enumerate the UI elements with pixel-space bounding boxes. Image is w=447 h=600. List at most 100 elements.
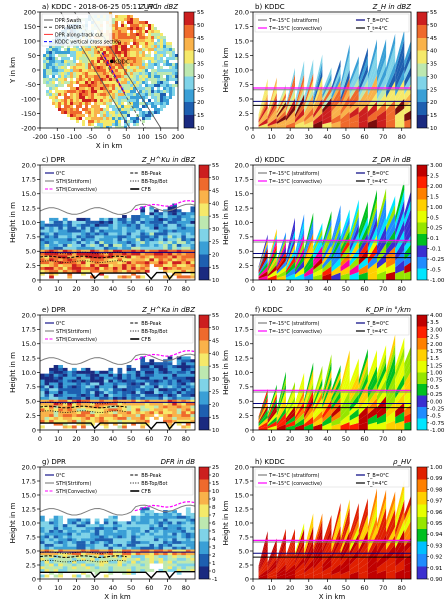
ppi-cell — [127, 63, 130, 66]
dpr-cell — [126, 557, 132, 561]
rhi-cell — [304, 59, 314, 101]
dpr-cell — [122, 275, 127, 279]
dpr-cell — [58, 419, 63, 423]
rhi-cell — [395, 259, 405, 274]
dpr-cell — [163, 538, 168, 542]
dpr-cell — [108, 382, 114, 386]
dpr-cell — [144, 413, 150, 417]
dpr-cell — [144, 538, 150, 542]
dpr-cell — [53, 258, 59, 262]
dpr-cell — [49, 566, 54, 570]
ppi-cell — [145, 117, 148, 120]
dpr-cell — [190, 526, 195, 530]
rhi-cell — [340, 209, 350, 241]
dpr-cell — [144, 568, 150, 572]
y-tick-label: 17.5 — [22, 326, 36, 334]
ppi-cell — [163, 93, 166, 96]
dpr-cell — [81, 540, 86, 544]
x-tick-label: 80 — [182, 584, 190, 592]
ppi-cell — [154, 99, 157, 102]
dpr-cell — [99, 249, 105, 253]
dpr-cell — [158, 515, 164, 519]
ppi-cell — [94, 108, 97, 111]
ppi-cell — [67, 57, 70, 60]
dpr-cell — [40, 535, 45, 539]
dpr-cell — [44, 238, 50, 242]
dpr-cell — [149, 557, 155, 561]
dpr-cell — [40, 540, 45, 544]
dpr-cell — [181, 521, 187, 525]
dpr-cell — [190, 382, 195, 386]
ppi-cell — [118, 87, 121, 90]
dpr-cell — [85, 255, 91, 259]
dpr-cell — [140, 226, 146, 230]
ppi-cell — [145, 114, 148, 117]
rhi-cell — [322, 259, 332, 273]
legend-entry: T_B=0°C — [366, 171, 389, 177]
ppi-cell — [61, 75, 64, 78]
ppi-cell — [52, 57, 55, 60]
x-axis-label: X in km — [319, 593, 346, 600]
ppi-cell — [73, 102, 76, 105]
colorbar-tick-label: 7 — [212, 513, 216, 519]
colorbar-tick-label: 1.00 — [430, 371, 443, 377]
dpr-cell — [149, 252, 155, 256]
dpr-cell — [94, 554, 100, 558]
dpr-cell — [99, 566, 105, 570]
dpr-cell — [158, 238, 164, 242]
dpr-cell — [144, 379, 150, 383]
dpr-cell — [149, 255, 155, 259]
ppi-cell — [157, 99, 160, 102]
dpr-cell — [122, 538, 127, 542]
rhi-cell — [331, 205, 341, 244]
ppi-cell — [136, 60, 139, 63]
dpr-cell — [90, 554, 95, 558]
dpr-cell — [144, 367, 150, 371]
dpr-cell — [103, 246, 109, 250]
dpr-cell — [140, 405, 146, 409]
dpr-cell — [62, 566, 68, 570]
ppi-cell — [142, 90, 145, 93]
cfb-line — [40, 571, 195, 579]
ppi-cell — [67, 63, 70, 66]
ppi-cell — [55, 96, 58, 99]
dpr-cell — [112, 217, 118, 221]
ppi-cell — [97, 75, 100, 78]
dpr-cell — [49, 223, 54, 227]
dpr-cell — [181, 538, 187, 542]
dpr-cell — [117, 243, 123, 247]
dpr-cell — [140, 566, 146, 570]
dpr-cell — [71, 419, 77, 423]
ppi-cell — [130, 99, 133, 102]
rhi-cell — [322, 540, 332, 562]
colorbar-tick-label: 20 — [212, 402, 220, 408]
ppi-cell — [136, 30, 139, 33]
dpr-cell — [190, 408, 195, 412]
dpr-cell — [167, 275, 173, 279]
ppi-cell — [61, 45, 64, 48]
dpr-cell — [53, 388, 59, 392]
ppi-cell — [112, 114, 115, 117]
ppi-cell — [127, 111, 130, 114]
radar-marker — [109, 59, 114, 64]
ppi-cell — [97, 117, 100, 120]
dpr-cell — [140, 223, 146, 227]
dpr-cell — [185, 217, 191, 221]
ppi-cell — [148, 33, 151, 36]
ppi-cell — [70, 51, 73, 54]
dpr-cell — [140, 240, 146, 244]
dpr-cell — [53, 557, 59, 561]
rhi-cell — [295, 74, 305, 110]
rhi-cell — [395, 108, 405, 122]
rhi-cell — [340, 44, 350, 89]
dpr-cell — [49, 532, 54, 536]
ppi-cell — [154, 27, 157, 30]
dpr-cell — [94, 518, 100, 522]
ppi-cell — [148, 30, 151, 33]
dpr-cell — [167, 413, 173, 417]
dpr-cell — [71, 258, 77, 262]
ppi-cell — [133, 60, 136, 63]
dpr-cell — [181, 396, 187, 400]
dpr-cell — [62, 390, 68, 394]
ppi-cell — [79, 66, 82, 69]
